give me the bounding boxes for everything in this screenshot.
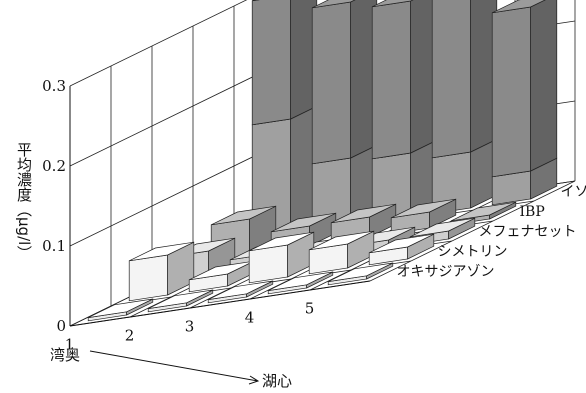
bar-1-4	[267, 271, 334, 295]
y-tick-label-3: 0.3	[42, 77, 66, 95]
series-label-ibp: IBP	[520, 204, 545, 220]
bar-4-4	[390, 198, 457, 235]
y-axis-label: 平均濃度（μg/l）	[15, 142, 33, 260]
bar-1-1	[87, 298, 154, 322]
x-category-label-2: 2	[125, 327, 135, 345]
bar-2-3	[248, 231, 315, 284]
series-label-simetryn: シメトリン	[438, 244, 508, 260]
side-wall-gridline-3	[69, 0, 248, 87]
x-axis-line	[69, 280, 371, 327]
x-category-label-4: 4	[245, 309, 255, 327]
side-wall-gridline-2	[69, 65, 276, 167]
y-tick-label-1: 0.1	[42, 237, 66, 255]
bar-2-1	[128, 241, 195, 302]
bar-2-2	[188, 260, 255, 293]
chart-bars	[87, 0, 558, 322]
series-label-isoprothiolane: イソプロチオラン	[561, 184, 586, 200]
y-tick-label-0: 0	[56, 317, 66, 335]
x-axis-start-label: 湾奥	[50, 346, 80, 364]
series-label-oxadiazon: オキサジアゾン	[397, 264, 495, 280]
bar-top-5-1	[251, 0, 318, 126]
bar-top-5-2	[311, 0, 378, 165]
y-tick-label-2: 0.2	[42, 157, 66, 175]
chart-labels: 0 0.1 0.2 0.3 1 2 3 4 5 オキサジアゾン シメトリン メフ…	[15, 77, 586, 390]
bar-2-4	[308, 230, 375, 275]
floor-gridline-x-5	[369, 180, 576, 282]
bar-2-5	[368, 233, 435, 266]
x-axis-end-label: 湖心	[262, 372, 292, 390]
bar-1-2	[147, 289, 214, 313]
x-category-label-5: 5	[305, 300, 315, 318]
x-category-label-1: 1	[65, 336, 75, 354]
bar-1-3	[207, 280, 274, 304]
x-direction-arrow	[89, 350, 260, 385]
bar-1-5	[327, 262, 394, 286]
bar-top-5-3	[371, 0, 438, 160]
bar-top-5-4	[431, 0, 498, 159]
x-category-label-3: 3	[185, 318, 195, 336]
side-wall-gridline-1	[69, 145, 276, 247]
bar-top-5-5	[491, 0, 558, 178]
series-label-mefenacet: メフェナセット	[479, 224, 577, 240]
